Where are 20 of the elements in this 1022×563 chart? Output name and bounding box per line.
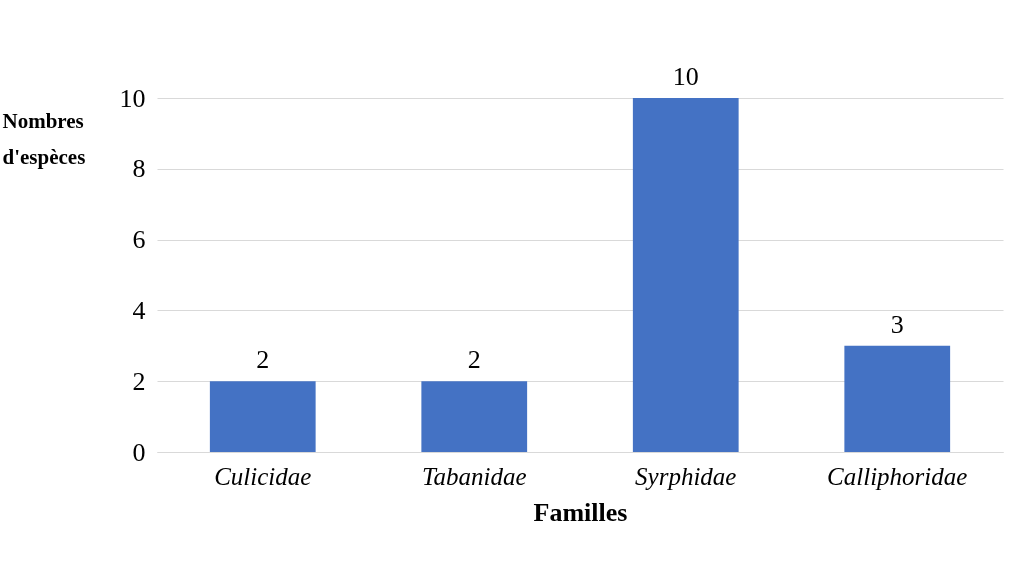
bar bbox=[209, 381, 316, 452]
y-axis-title: Nombres d'espèces bbox=[2, 108, 86, 169]
x-axis-title: Familles bbox=[533, 497, 628, 527]
y-tick-label: 0 bbox=[132, 437, 146, 467]
y-tick-label: 6 bbox=[132, 225, 146, 255]
x-tick-label: Syrphidae bbox=[635, 462, 737, 490]
bar bbox=[421, 381, 528, 452]
y-tick-label: 4 bbox=[132, 295, 146, 325]
y-tick-label: 2 bbox=[132, 366, 146, 396]
data-label: 10 bbox=[672, 62, 699, 91]
x-tick-label: Culicidae bbox=[214, 462, 312, 490]
x-tick-label: Calliphoridae bbox=[827, 462, 968, 490]
data-label: 3 bbox=[890, 309, 904, 339]
x-tick-label: Tabanidae bbox=[421, 462, 527, 490]
data-label: 2 bbox=[467, 345, 481, 375]
data-label: 2 bbox=[256, 345, 270, 375]
y-tick-label: 8 bbox=[132, 154, 146, 184]
bar bbox=[632, 98, 739, 452]
y-tick-label: 10 bbox=[119, 83, 146, 113]
bar bbox=[844, 345, 951, 452]
